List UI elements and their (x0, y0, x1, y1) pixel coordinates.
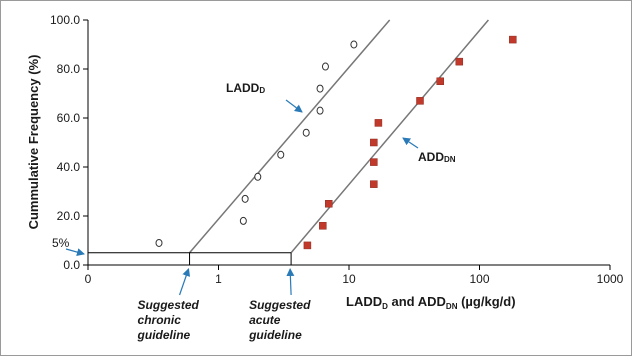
add-point (370, 138, 378, 147)
x-tick-label: 1000 (597, 272, 624, 286)
five-percent-label: 5% (52, 236, 70, 250)
y-tick-label: 40.0 (57, 160, 81, 174)
ladd-point (155, 238, 163, 247)
y-tick-label: 80.0 (57, 62, 81, 76)
add-point (303, 241, 312, 250)
add-point (509, 35, 517, 44)
ladd-point (350, 40, 358, 49)
add-point (319, 222, 327, 230)
guideline-label-chronic: chronic (138, 313, 182, 327)
add-point (374, 119, 383, 127)
guideline-label-chronic: guideline (137, 328, 191, 342)
guideline-label-acute: acute (249, 313, 281, 327)
ladd-point (316, 84, 324, 93)
axes (87, 20, 610, 266)
add-point (416, 97, 424, 105)
guideline-arrow-chronic (178, 268, 191, 296)
y-tick-label: 100.0 (50, 13, 80, 27)
add-point (325, 200, 333, 208)
add-point (455, 57, 464, 66)
ladd-point (302, 128, 310, 137)
guideline-lines (88, 252, 292, 265)
fit-line-ladd (188, 19, 391, 254)
x-ticks: 0 1 10 100 1000 (85, 265, 624, 286)
ladd-point (321, 62, 329, 71)
add-point (370, 180, 378, 188)
fit-lines (188, 19, 489, 254)
y-tick-label: 60.0 (57, 111, 81, 125)
x-tick-label: 10 (342, 272, 356, 286)
guideline-label-acute: guideline (248, 328, 302, 342)
x-tick-label: 1 (215, 272, 222, 286)
guideline-label-chronic: Suggested (138, 298, 200, 312)
guideline-labels: SuggestedchronicguidelineSuggestedacuteg… (137, 268, 311, 342)
ladd-point (254, 172, 262, 181)
ladd-point (277, 150, 285, 159)
ladd-point (239, 216, 247, 225)
x-tick-label: 100 (469, 272, 489, 286)
x-axis-title: LADDD and ADDDN (µg/kg/d) (346, 294, 516, 311)
series-label-add: ADDDN (418, 150, 456, 164)
fit-line-add (290, 19, 489, 254)
ladd-point (241, 194, 249, 203)
add-point (370, 158, 378, 166)
ladd-arrow (285, 99, 303, 113)
series-label-ladd: LADDD (226, 81, 265, 95)
y-tick-label: 0.0 (63, 258, 80, 272)
data-points (155, 35, 517, 250)
x-tick-label: 0 (85, 272, 92, 286)
add-point (436, 77, 444, 85)
guideline-label-acute: Suggested (249, 298, 311, 312)
y-ticks: 0.0 20.0 40.0 60.0 80.0 100.0 (50, 13, 88, 272)
ladd-point (316, 106, 324, 115)
five-percent-arrow (65, 248, 85, 256)
y-tick-label: 20.0 (57, 209, 81, 223)
guideline-arrow-acute (286, 268, 295, 296)
y-axis-title: Cummulative Frequency (%) (26, 55, 41, 230)
add-arrow (402, 137, 419, 149)
